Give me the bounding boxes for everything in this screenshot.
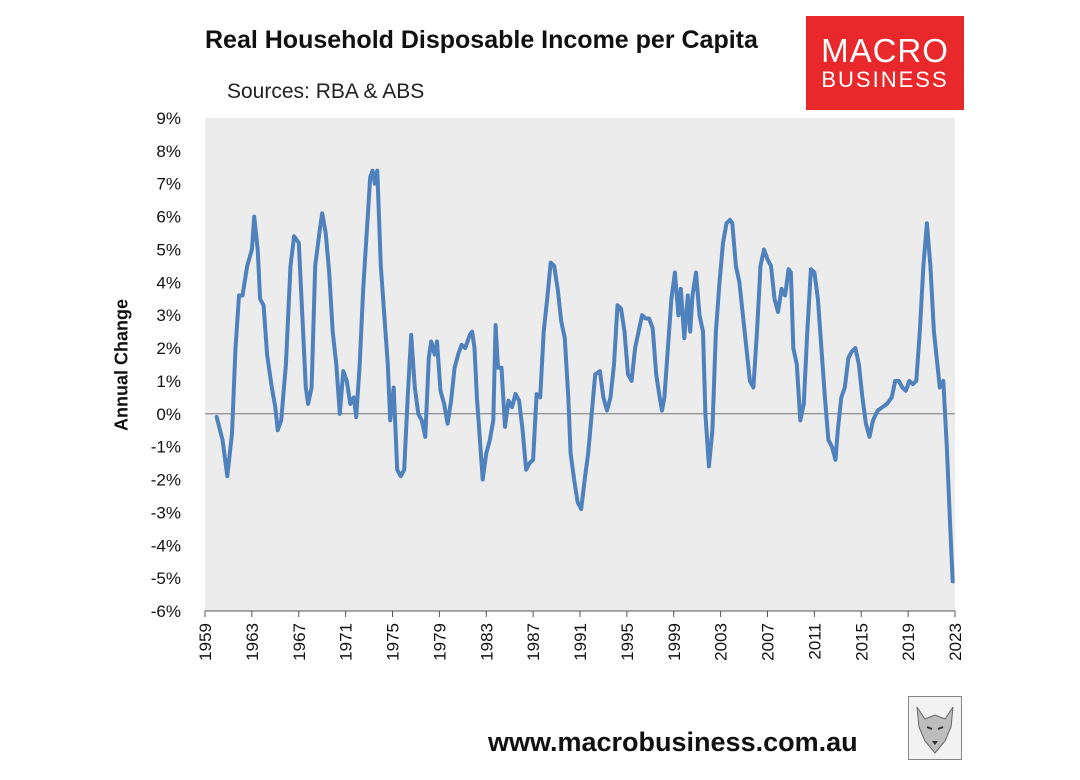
x-tick-label: 2007 (759, 623, 778, 661)
y-tick-label: 1% (156, 372, 181, 391)
y-tick-label: 8% (156, 142, 181, 161)
series-line (214, 168, 955, 584)
logo-line-1: MACRO (821, 32, 949, 69)
x-tick-label: 1979 (430, 623, 449, 661)
y-tick-label: -2% (151, 471, 181, 490)
x-tick-label: 1975 (384, 623, 403, 661)
x-tick-label: 2011 (805, 623, 824, 660)
x-tick-label: 2015 (852, 623, 871, 661)
y-tick-label: 5% (156, 240, 181, 259)
chart-subtitle: Sources: RBA & ABS (227, 80, 425, 103)
y-tick-label: 6% (156, 208, 181, 227)
y-tick-label: 4% (156, 273, 181, 292)
x-tick-label: 1967 (290, 623, 309, 661)
logo-line-2: BUSINESS (821, 67, 949, 92)
x-axis: 1959 1963 1967 1971 1975 1979 1983 1987 1991 1995… (196, 610, 965, 661)
y-tick-label: -4% (151, 536, 181, 555)
website-url[interactable]: www.macrobusiness.com.au (488, 727, 858, 757)
x-tick-label: 1983 (477, 623, 496, 661)
y-tick-label: -1% (151, 438, 181, 457)
x-tick-label: 1995 (618, 623, 637, 661)
x-tick-label: 1999 (665, 623, 684, 661)
wolf-icon (908, 696, 962, 760)
x-tick-label: 1971 (337, 623, 356, 661)
x-tick-label: 1991 (571, 623, 590, 661)
y-tick-label: 0% (156, 405, 181, 424)
x-tick-label: 1987 (524, 623, 543, 661)
y-tick-label: 7% (156, 175, 181, 194)
y-tick-label: -5% (151, 569, 181, 588)
chart-title: Real Household Disposable Income per Cap… (205, 26, 758, 54)
x-tick-label: 2019 (899, 623, 918, 661)
x-tick-label: 1963 (243, 623, 262, 661)
y-tick-label: -3% (151, 503, 181, 522)
line-chart: -6% -5% -4% -3% -2% -1% 0% 1% 2% 3% 4% 5% 6% 7% 8% 9% 1… (151, 109, 965, 661)
y-tick-label: 9% (156, 109, 181, 128)
x-tick-label: 2003 (712, 623, 731, 661)
plot-area (205, 118, 955, 611)
x-tick-label: 1959 (196, 623, 215, 661)
x-tick-label: 2023 (946, 623, 965, 661)
y-tick-label: 2% (156, 339, 181, 358)
macrobusiness-logo: MACRO BUSINESS (806, 16, 964, 110)
y-tick-label: 3% (156, 306, 181, 325)
y-tick-label: -6% (151, 602, 181, 621)
y-axis: -6% -5% -4% -3% -2% -1% 0% 1% 2% 3% 4% 5% 6% 7% 8% 9% (151, 109, 181, 621)
